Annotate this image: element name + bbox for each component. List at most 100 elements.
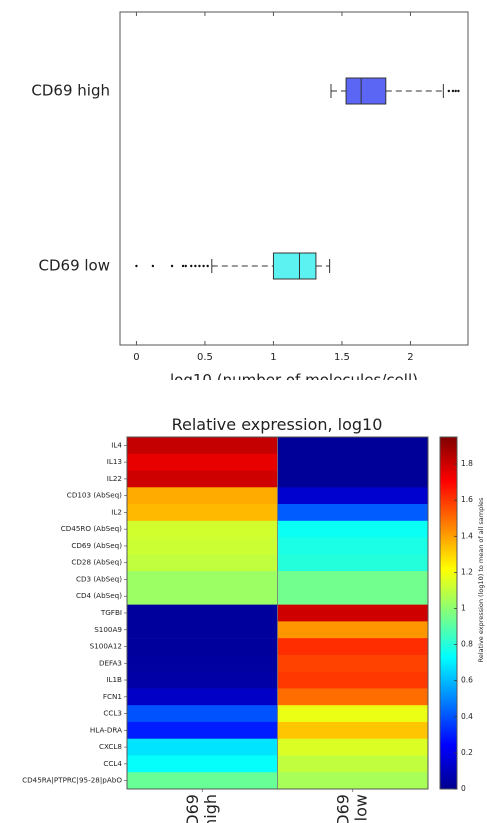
heatmap-cell [277, 437, 429, 455]
heatmap-cell [277, 654, 429, 672]
row-label: IL22 [107, 474, 122, 483]
outlier-point [151, 264, 155, 268]
outlier-point [170, 264, 174, 268]
row-label: CD28 (AbSeq) [71, 558, 122, 567]
colorbar-tick-label: 1.2 [461, 567, 473, 576]
heatmap-cell [127, 470, 278, 488]
row-label: DEFA3 [99, 658, 122, 667]
heatmap-cell [277, 604, 429, 622]
heatmap-cell [277, 772, 429, 790]
heatmap-cell [277, 554, 429, 572]
outlier-point [454, 89, 457, 93]
row-label: CD3 (AbSeq) [76, 574, 122, 583]
row-label: IL13 [107, 457, 122, 466]
heatmap-cell [127, 621, 278, 639]
heatmap-cell [277, 688, 429, 706]
column-label: low [351, 794, 370, 821]
row-label: S100A9 [94, 625, 122, 634]
row-label: CCL3 [103, 709, 122, 718]
heatmap-title: Relative expression, log10 [172, 415, 383, 434]
outlier-point [184, 264, 187, 268]
outlier-point [181, 264, 185, 268]
heatmap-cell [277, 470, 429, 488]
heatmap-cell [127, 520, 278, 538]
heatmap-cell [277, 755, 429, 773]
heatmap-cell [127, 587, 278, 605]
heatmap-cell [127, 437, 278, 455]
outlier-point [202, 264, 205, 268]
heatmap-cell [127, 671, 278, 689]
x-tick-label: 0 [133, 352, 139, 363]
heatmap-cell [277, 638, 429, 656]
box-cd69-low [135, 252, 331, 280]
heatmap-cell [127, 721, 278, 740]
boxplot-x-axis-label: log10 (number of molecules/cell) [170, 371, 418, 380]
colorbar-tick-label: 1.4 [461, 531, 473, 540]
row-label: FCN1 [103, 692, 122, 701]
heatmap-cell [277, 571, 429, 589]
colorbar-tick-label: 0.2 [461, 748, 473, 757]
box-iqr [345, 77, 387, 105]
row-label: CCL4 [103, 759, 122, 768]
row-label: IL4 [111, 440, 122, 449]
colorbar-tick-label: 1.6 [461, 495, 473, 504]
row-label: CD69 (AbSeq) [71, 541, 122, 550]
heatmap-cell [277, 587, 429, 605]
heatmap-cell [127, 654, 278, 672]
heatmap-cell [127, 537, 278, 555]
heatmap-cell [277, 504, 429, 522]
heatmap-cell [127, 688, 278, 706]
x-tick-label: 1 [270, 352, 276, 363]
row-label: CXCL8 [99, 742, 122, 751]
heatmap-cell [277, 721, 429, 740]
colorbar-tick-label: 0 [461, 784, 466, 793]
heatmap-cell [277, 487, 429, 505]
colorbar-tick-label: 1 [461, 603, 466, 612]
heatmap-cell [127, 554, 278, 572]
row-label: TGFBI [100, 608, 122, 617]
box-iqr [272, 252, 317, 280]
heatmap-cell [277, 537, 429, 555]
x-tick-label: 0.5 [197, 352, 213, 363]
colorbar-label: Relative expression (log10) to mean of a… [477, 497, 485, 662]
row-label: IL2 [111, 507, 122, 516]
outlier-point [451, 89, 455, 93]
box-cd69-high [330, 77, 460, 105]
column-label: high [201, 794, 220, 823]
boxplot-axes-frame [119, 11, 469, 346]
heatmap-cell [127, 604, 278, 622]
colorbar-tick-label: 0.6 [461, 676, 473, 685]
row-label: CD45RA|PTPRC|95-28|pAbO [22, 776, 122, 785]
x-tick-label: 1.5 [334, 352, 350, 363]
row-label: CD103 (AbSeq) [67, 491, 122, 500]
heatmap-cell [127, 738, 278, 756]
heatmap-cell [277, 621, 429, 639]
row-label: S100A12 [90, 642, 122, 651]
x-tick-label: 2 [407, 352, 413, 363]
heatmap-cell [127, 638, 278, 656]
outlier-point [194, 264, 197, 268]
colorbar [439, 436, 458, 790]
heatmap-cell [127, 755, 278, 773]
colorbar-tick-label: 0.8 [461, 640, 473, 649]
outlier-point [206, 264, 209, 268]
heatmap-cell [127, 487, 278, 505]
heatmap-cell [127, 504, 278, 522]
heatmap-cell [277, 705, 429, 723]
outlier-point [190, 264, 193, 268]
heatmap-cell [277, 671, 429, 689]
column-label: CD69 [333, 794, 352, 823]
row-label: IL1B [106, 675, 122, 684]
column-label: CD69 [183, 794, 202, 823]
colorbar-tick-label: 0.4 [461, 712, 473, 721]
row-label: CD45RO (AbSeq) [61, 524, 122, 533]
row-label: CD4 (AbSeq) [76, 591, 122, 600]
outlier-point [198, 264, 201, 268]
boxplot-chart: CD69 high CD69 low 0 0.5 1 1.5 2 log10 (numb… [31, 11, 469, 380]
outlier-point [447, 89, 451, 93]
row-label: HLA-DRA [90, 725, 122, 734]
heatmap-cell [127, 705, 278, 723]
heatmap-cell [277, 453, 429, 471]
heatmap-cell [277, 738, 429, 756]
heatmap-cell [127, 772, 278, 790]
